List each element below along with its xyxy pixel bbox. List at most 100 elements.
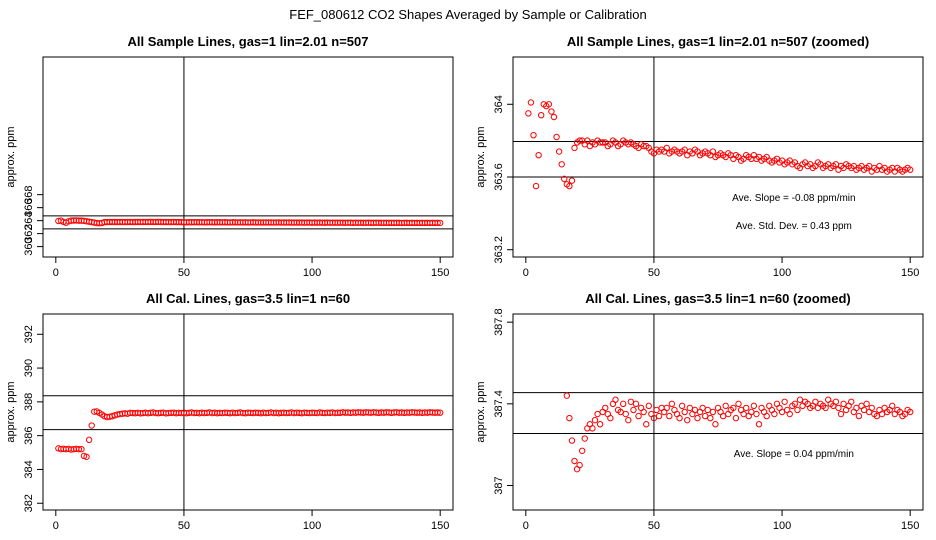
y-tick-label: 382 — [23, 494, 35, 512]
plot-frame — [42, 313, 454, 511]
data-point — [832, 398, 840, 405]
data-point — [722, 402, 729, 410]
data-point — [666, 412, 673, 420]
data-point — [78, 445, 85, 453]
y-tick-label: 387.4 — [493, 390, 505, 418]
annotation: Ave. Std. Dev. = 0.43 ppm — [736, 221, 852, 232]
panel-title: All Sample Lines, gas=1 lin=2.01 n=507 — [128, 34, 369, 49]
data-point — [707, 414, 714, 422]
y-tick-label: 360 — [23, 237, 35, 255]
data-point — [709, 408, 717, 416]
x-tick-label: 0 — [523, 520, 529, 532]
data-point — [686, 404, 694, 412]
data-point — [906, 166, 914, 173]
data-point — [848, 398, 855, 405]
x-tick-label: 50 — [178, 267, 190, 279]
data-point — [550, 113, 558, 121]
y-tick-label: 368 — [23, 185, 35, 203]
plot-frame — [512, 56, 924, 258]
data-point — [576, 137, 583, 144]
data-point — [678, 402, 686, 410]
y-tick-label: 388 — [23, 393, 35, 411]
data-point — [763, 412, 770, 420]
data-point — [853, 404, 860, 412]
annotation: Ave. Slope = 0.04 ppm/min — [734, 449, 854, 460]
data-point — [635, 412, 642, 420]
x-tick-label: 0 — [53, 520, 59, 532]
x-tick-label: 100 — [303, 520, 321, 532]
data-point — [436, 409, 444, 416]
data-point — [740, 410, 747, 418]
data-point — [732, 414, 740, 422]
y-tick-label: 364 — [493, 95, 505, 113]
data-point — [625, 416, 632, 424]
data-point — [755, 421, 763, 428]
data-point — [594, 410, 601, 418]
data-point — [622, 410, 629, 418]
y-axis-label: approx. ppm — [5, 381, 17, 442]
data-point — [681, 408, 688, 416]
panel-title: All Cal. Lines, gas=3.5 lin=1 n=60 (zoom… — [585, 291, 851, 306]
x-tick-label: 0 — [523, 267, 529, 279]
data-point — [434, 409, 441, 416]
data-point — [527, 99, 535, 106]
data-point — [558, 161, 565, 168]
panel-2: All Sample Lines, gas=1 lin=2.01 n=507 (… — [475, 34, 924, 279]
panel-1: All Sample Lines, gas=1 lin=2.01 n=507 0 5… — [5, 34, 454, 279]
data-point — [709, 148, 717, 155]
data-point — [530, 131, 537, 139]
data-point — [663, 144, 670, 152]
data-point — [771, 410, 778, 418]
x-tick-label: 100 — [303, 267, 321, 279]
x-tick-label: 50 — [648, 520, 660, 532]
data-point — [889, 402, 896, 410]
data-point — [591, 416, 599, 424]
data-point — [868, 404, 875, 412]
data-point — [602, 404, 609, 412]
y-tick-label: 364 — [23, 211, 35, 229]
data-point — [694, 414, 701, 422]
x-tick-label: 50 — [648, 267, 660, 279]
plot-frame — [512, 313, 924, 511]
data-point — [568, 437, 576, 444]
data-point — [563, 392, 571, 399]
data-point — [786, 410, 793, 418]
y-axis-label: approx. ppm — [5, 126, 17, 187]
data-point — [561, 175, 568, 183]
data-point — [655, 412, 663, 420]
data-point — [699, 404, 706, 412]
data-point — [778, 408, 786, 416]
data-point — [555, 148, 563, 155]
data-point — [748, 408, 755, 416]
data-point — [75, 445, 83, 453]
data-point — [571, 457, 578, 465]
panel-title: All Sample Lines, gas=1 lin=2.01 n=507 (… — [567, 34, 869, 49]
data-point — [753, 410, 760, 418]
data-point — [750, 402, 758, 410]
y-axis-label: approx. ppm — [475, 381, 487, 442]
x-tick-label: 150 — [901, 267, 919, 279]
data-point — [735, 400, 742, 408]
data-point — [878, 410, 886, 418]
data-point — [632, 400, 640, 408]
data-point — [668, 400, 676, 408]
data-point — [676, 414, 683, 422]
y-tick-label: 392 — [23, 325, 35, 343]
y-tick-label: 387.8 — [493, 308, 505, 336]
data-point — [835, 404, 842, 412]
data-point — [85, 436, 93, 444]
data-point — [691, 406, 699, 414]
plot-frame — [42, 56, 454, 258]
data-point — [860, 406, 868, 414]
panel-3: All Cal. Lines, gas=3.5 lin=1 n=60 0 50 100… — [5, 291, 454, 532]
data-point — [701, 412, 709, 420]
data-point — [576, 461, 583, 469]
x-tick-label: 100 — [773, 267, 791, 279]
data-point — [566, 414, 573, 422]
x-tick-label: 100 — [773, 520, 791, 532]
y-tick-label: 387 — [493, 476, 505, 494]
data-point — [730, 404, 737, 412]
data-point — [535, 151, 542, 159]
data-point — [568, 177, 576, 184]
